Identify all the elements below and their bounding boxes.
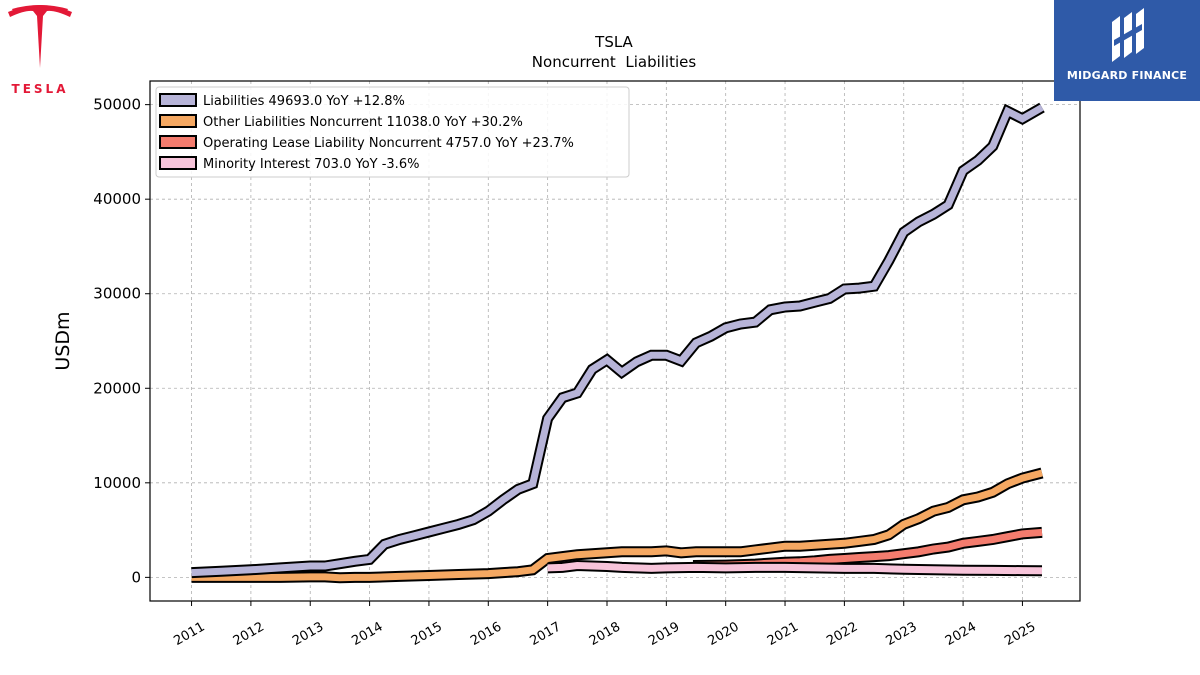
legend-swatch bbox=[159, 93, 197, 107]
x-axis-ticks: 2011 2012 2013 2014 2015 2016 2017 2018 2019 2020… bbox=[171, 601, 1038, 649]
y-axis-label: USDm bbox=[52, 311, 74, 370]
legend-entry: Liabilities 49693.0 YoY +12.8% bbox=[159, 93, 405, 109]
midgard-logo: MIDGARD FINANCE bbox=[1054, 0, 1200, 101]
legend-label: Liabilities 49693.0 YoY +12.8% bbox=[203, 94, 405, 109]
legend-entry: Minority Interest 703.0 YoY -3.6% bbox=[159, 156, 419, 172]
x-tick-label: 2019 bbox=[646, 619, 682, 649]
legend-label: Other Liabilities Noncurrent 11038.0 YoY… bbox=[203, 115, 523, 130]
legend-box bbox=[155, 86, 630, 178]
series-line bbox=[191, 469, 1043, 582]
x-tick-label: 2025 bbox=[1002, 619, 1038, 649]
y-tick-label: 20000 bbox=[93, 379, 141, 397]
series-line bbox=[191, 104, 1044, 577]
x-tick-label: 2015 bbox=[409, 619, 445, 649]
y-tick-label: 30000 bbox=[93, 285, 141, 303]
x-tick-label: 2012 bbox=[231, 619, 267, 649]
tesla-t-icon bbox=[8, 5, 72, 68]
y-axis-ticks: 0 10000 20000 30000 40000 50000 bbox=[93, 96, 150, 586]
legend-label: Operating Lease Liability Noncurrent 475… bbox=[203, 136, 574, 151]
x-tick-label: 2024 bbox=[943, 619, 979, 649]
midgard-mark-icon bbox=[1112, 8, 1144, 62]
x-tick-label: 2017 bbox=[527, 619, 563, 649]
x-tick-label: 2022 bbox=[824, 619, 860, 649]
tesla-arc-icon bbox=[12, 5, 68, 11]
x-tick-label: 2011 bbox=[171, 619, 207, 649]
legend-label: Minority Interest 703.0 YoY -3.6% bbox=[203, 157, 419, 172]
midgard-wordmark: MIDGARD FINANCE bbox=[1066, 69, 1188, 82]
x-tick-label: 2020 bbox=[706, 619, 742, 649]
legend-swatch bbox=[159, 114, 197, 128]
series-3 bbox=[547, 559, 1043, 577]
x-tick-label: 2021 bbox=[765, 619, 801, 649]
y-tick-label: 0 bbox=[131, 568, 141, 586]
series-layer bbox=[191, 102, 1045, 584]
series-0 bbox=[191, 102, 1045, 579]
y-tick-label: 40000 bbox=[93, 190, 141, 208]
x-tick-label: 2018 bbox=[587, 619, 623, 649]
x-tick-label: 2013 bbox=[290, 619, 326, 649]
legend-entry: Other Liabilities Noncurrent 11038.0 YoY… bbox=[159, 114, 523, 130]
y-tick-label: 10000 bbox=[93, 474, 141, 492]
tesla-logo bbox=[8, 5, 72, 68]
x-tick-label: 2023 bbox=[884, 619, 920, 649]
series-line bbox=[547, 561, 1043, 575]
series-1 bbox=[191, 467, 1044, 584]
legend-swatch bbox=[159, 135, 197, 149]
legend-entry: Operating Lease Liability Noncurrent 475… bbox=[159, 135, 574, 151]
plot-frame bbox=[149, 80, 1081, 602]
legend: Liabilities 49693.0 YoY +12.8% Other Liab… bbox=[155, 86, 630, 178]
y-tick-label: 50000 bbox=[93, 96, 141, 114]
chart-subtitle: Noncurrent Liabilities bbox=[532, 53, 697, 71]
legend-swatch bbox=[159, 156, 197, 170]
chart-title: TSLA bbox=[594, 33, 633, 51]
x-tick-label: 2014 bbox=[349, 619, 385, 649]
x-tick-label: 2016 bbox=[468, 619, 504, 649]
tesla-wordmark: TESLA bbox=[11, 82, 69, 96]
